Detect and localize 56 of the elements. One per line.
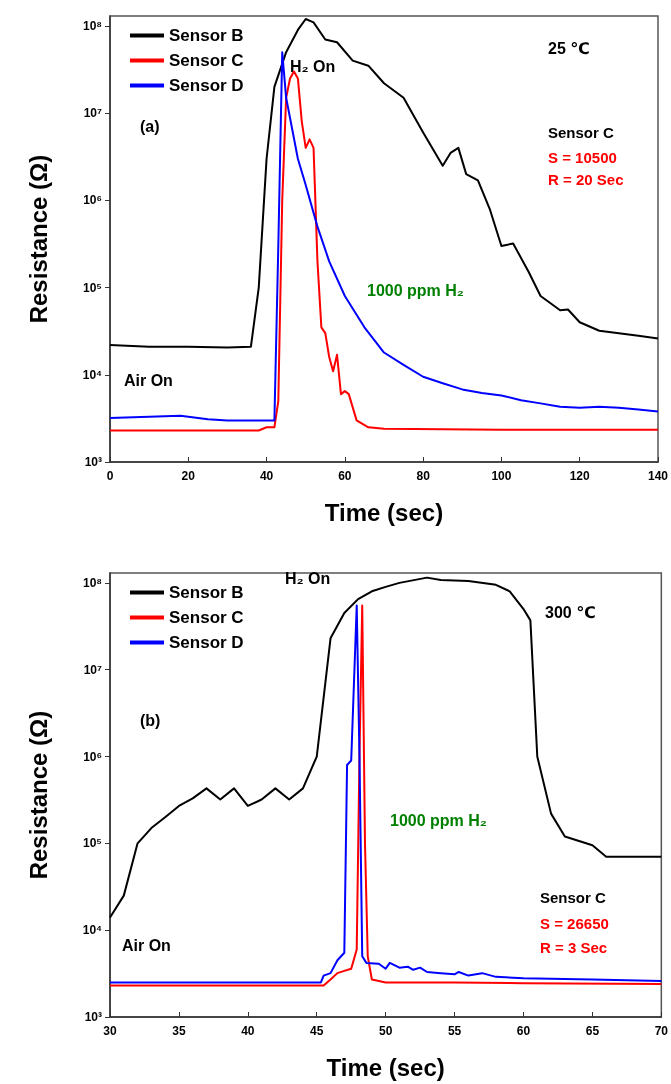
annotation: 1000 ppm H₂ [390,811,487,829]
legend-label: Sensor C [169,51,244,70]
y-tick-label: 10⁸ [82,18,102,33]
x-tick-label: 0 [106,469,114,483]
legend-label: Sensor B [169,583,244,602]
y-axis-title: Resistance (Ω) [24,710,52,880]
y-tick-label: 10⁶ [83,749,102,764]
y-tick-label: 10⁷ [83,662,103,677]
annotation: (b) [140,711,161,729]
x-tick-label: 20 [181,469,196,483]
x-tick-label: 60 [338,469,352,483]
x-tick-label: 140 [647,469,669,483]
x-tick-label: 100 [491,469,512,483]
legend-label: Sensor D [169,633,244,652]
x-tick-label: 50 [378,1024,393,1038]
y-tick-label: 10⁵ [83,280,102,295]
annotation: S = 26650 [540,915,609,932]
x-tick-label: 30 [103,1024,117,1038]
x-axis-title: Time (sec) [326,1053,445,1081]
annotation: S = 10500 [548,149,617,166]
annotation: 25 ℃ [548,39,590,57]
annotation: Sensor C [540,889,607,906]
line-series [109,18,659,349]
y-tick-label: 10³ [84,1010,102,1024]
x-tick-label: 80 [416,469,431,483]
y-tick-label: 10⁵ [83,836,102,851]
y-tick-label: 10⁸ [82,575,102,590]
x-tick-label: 65 [585,1024,600,1038]
y-tick-label: 10⁶ [83,193,102,208]
x-tick-label: 120 [569,469,591,483]
y-tick-label: 10³ [84,455,102,469]
x-tick-label: 45 [310,1024,324,1038]
annotation: H₂ On [285,569,331,587]
annotation: (a) [140,117,160,135]
legend-label: Sensor C [169,608,244,627]
y-tick-label: 10⁴ [82,923,103,938]
annotation: Air On [124,371,173,389]
legend-label: Sensor D [169,76,244,95]
x-tick-label: 40 [241,1024,255,1038]
x-tick-label: 55 [447,1024,462,1038]
x-tick-label: 70 [654,1024,669,1038]
x-tick-label: 40 [259,469,274,483]
x-tick-label: 60 [516,1024,531,1038]
y-axis-title: Resistance (Ω) [24,154,52,324]
x-tick-label: 35 [172,1024,186,1038]
y-tick-label: 10⁷ [83,106,103,121]
legend-label: Sensor B [169,26,244,45]
annotation: 1000 ppm H₂ [367,281,464,299]
x-axis-title: Time (sec) [324,498,444,526]
annotation: R = 3 Sec [540,939,608,956]
annotation: Sensor C [548,124,615,141]
annotation: R = 20 Sec [548,171,624,188]
annotation: H₂ On [290,57,336,75]
annotation: Air On [122,936,171,954]
y-tick-label: 10⁴ [82,367,103,382]
annotation: 300 ℃ [545,603,596,621]
